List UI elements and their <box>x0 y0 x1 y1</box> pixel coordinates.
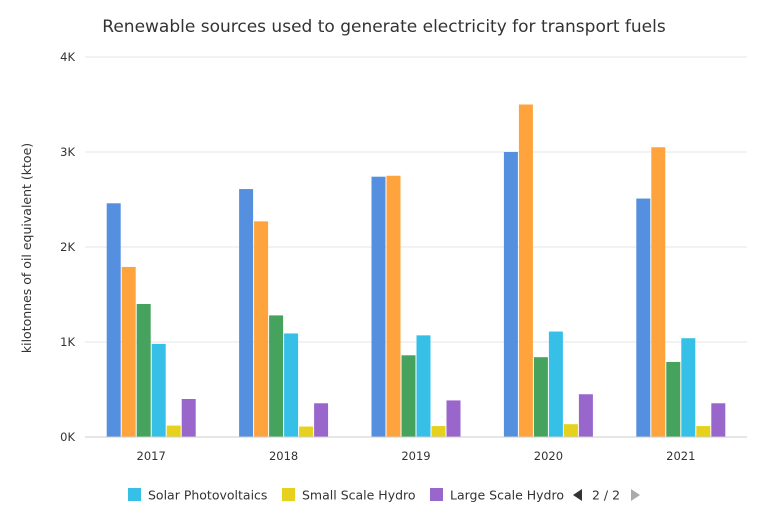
y-tick-label: 2K <box>60 240 75 254</box>
bar[interactable] <box>136 304 151 437</box>
bar[interactable] <box>239 189 254 437</box>
y-tick-label: 1K <box>60 335 75 349</box>
bar[interactable] <box>666 361 681 437</box>
bar[interactable] <box>371 176 386 437</box>
chart-title: Renewable sources used to generate elect… <box>102 17 666 37</box>
x-tick-label: 2018 <box>269 449 298 463</box>
bar[interactable] <box>284 333 299 437</box>
triangle-right-icon[interactable] <box>631 489 640 501</box>
bar[interactable] <box>533 357 548 437</box>
bar[interactable] <box>696 426 711 437</box>
bar[interactable] <box>503 152 518 437</box>
bar[interactable] <box>314 403 329 437</box>
bar[interactable] <box>181 399 196 437</box>
bar[interactable] <box>578 394 593 437</box>
legend-item-label[interactable]: Large Scale Hydro <box>450 488 564 503</box>
x-tick-label: 2021 <box>666 449 695 463</box>
bar[interactable] <box>446 400 461 437</box>
bar[interactable] <box>386 175 401 437</box>
legend-swatch[interactable] <box>128 488 141 501</box>
bar[interactable] <box>431 426 446 437</box>
legend-pager-text: 2 / 2 <box>592 488 620 503</box>
legend-item-label[interactable]: Small Scale Hydro <box>302 488 416 503</box>
legend-item-label[interactable]: Solar Photovoltaics <box>148 488 267 503</box>
bar[interactable] <box>151 343 166 437</box>
bar[interactable] <box>681 338 696 437</box>
bar[interactable] <box>299 426 314 437</box>
y-axis-ticks: 0K 1K 2K 3K 4K <box>60 50 75 444</box>
x-axis-ticks: 2017 2018 2019 2020 2021 <box>137 449 696 463</box>
bar[interactable] <box>416 335 431 437</box>
bar[interactable] <box>518 104 533 438</box>
bar[interactable] <box>651 147 666 437</box>
bar[interactable] <box>711 403 726 437</box>
legend-swatch[interactable] <box>282 488 295 501</box>
bar[interactable] <box>636 198 651 437</box>
x-tick-label: 2019 <box>401 449 430 463</box>
bar[interactable] <box>121 266 136 437</box>
bar[interactable] <box>106 203 121 437</box>
triangle-left-icon[interactable] <box>573 489 582 501</box>
x-tick-label: 2020 <box>534 449 563 463</box>
y-tick-label: 4K <box>60 50 75 64</box>
legend-swatch[interactable] <box>430 488 443 501</box>
bar[interactable] <box>254 221 269 437</box>
y-tick-label: 0K <box>60 430 75 444</box>
bar[interactable] <box>548 331 563 437</box>
y-axis-label: kilotonnes of oil equivalent (ktoe) <box>19 143 34 353</box>
bar[interactable] <box>563 424 578 437</box>
legend: Solar Photovoltaics Small Scale Hydro Larg… <box>128 488 640 503</box>
x-tick-label: 2017 <box>137 449 166 463</box>
y-tick-label: 3K <box>60 145 75 159</box>
bar[interactable] <box>401 355 416 437</box>
bar[interactable] <box>269 315 284 437</box>
bars <box>106 104 726 438</box>
bar[interactable] <box>166 425 181 437</box>
